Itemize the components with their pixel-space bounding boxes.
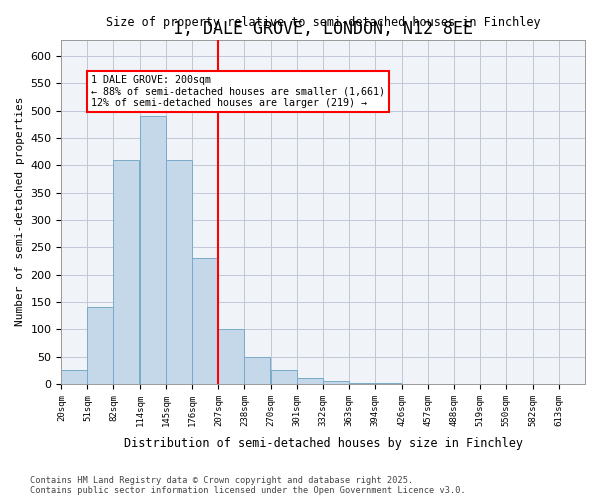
Text: Contains HM Land Registry data © Crown copyright and database right 2025.
Contai: Contains HM Land Registry data © Crown c…	[30, 476, 466, 495]
X-axis label: Distribution of semi-detached houses by size in Finchley: Distribution of semi-detached houses by …	[124, 437, 523, 450]
Title: 1, DALE GROVE, LONDON, N12 8EE: 1, DALE GROVE, LONDON, N12 8EE	[173, 20, 473, 38]
Bar	[244, 356, 270, 384]
Bar	[166, 160, 192, 384]
Bar	[218, 330, 244, 384]
Bar	[271, 370, 297, 384]
Text: 1 DALE GROVE: 200sqm
← 88% of semi-detached houses are smaller (1,661)
12% of se: 1 DALE GROVE: 200sqm ← 88% of semi-detac…	[91, 75, 385, 108]
Y-axis label: Number of semi-detached properties: Number of semi-detached properties	[15, 97, 25, 326]
Bar	[88, 308, 113, 384]
Bar	[140, 116, 166, 384]
Bar	[193, 258, 218, 384]
Bar	[297, 378, 323, 384]
Text: Size of property relative to semi-detached houses in Finchley: Size of property relative to semi-detach…	[106, 16, 541, 29]
Bar	[323, 381, 349, 384]
Bar	[349, 383, 375, 384]
Bar	[113, 160, 139, 384]
Bar	[61, 370, 87, 384]
